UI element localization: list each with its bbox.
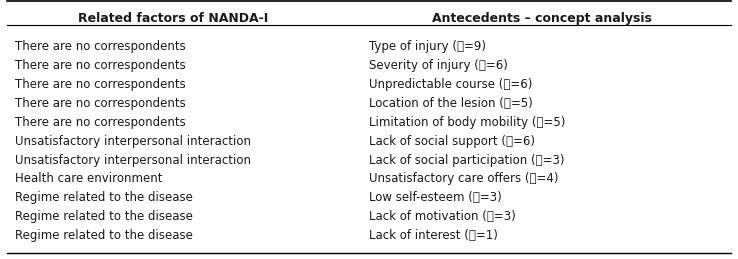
Text: Limitation of body mobility (𝑛=5): Limitation of body mobility (𝑛=5) bbox=[369, 116, 565, 129]
Text: Health care environment: Health care environment bbox=[15, 172, 162, 185]
Text: Related factors of NANDA-I: Related factors of NANDA-I bbox=[78, 12, 269, 25]
Text: There are no correspondents: There are no correspondents bbox=[15, 116, 185, 129]
Text: Unpredictable course (𝑛=6): Unpredictable course (𝑛=6) bbox=[369, 78, 532, 91]
Text: Severity of injury (𝑛=6): Severity of injury (𝑛=6) bbox=[369, 59, 508, 72]
Text: Regime related to the disease: Regime related to the disease bbox=[15, 229, 193, 242]
Text: Unsatisfactory care offers (𝑛=4): Unsatisfactory care offers (𝑛=4) bbox=[369, 172, 559, 185]
Text: Unsatisfactory interpersonal interaction: Unsatisfactory interpersonal interaction bbox=[15, 154, 251, 167]
Text: Antecedents – concept analysis: Antecedents – concept analysis bbox=[432, 12, 652, 25]
Text: There are no correspondents: There are no correspondents bbox=[15, 40, 185, 53]
Text: Lack of social support (𝑛=6): Lack of social support (𝑛=6) bbox=[369, 135, 535, 148]
Text: Regime related to the disease: Regime related to the disease bbox=[15, 191, 193, 204]
Text: Lack of interest (𝑛=1): Lack of interest (𝑛=1) bbox=[369, 229, 498, 242]
Text: Unsatisfactory interpersonal interaction: Unsatisfactory interpersonal interaction bbox=[15, 135, 251, 148]
Text: There are no correspondents: There are no correspondents bbox=[15, 78, 185, 91]
Text: There are no correspondents: There are no correspondents bbox=[15, 59, 185, 72]
Text: Type of injury (𝑛=9): Type of injury (𝑛=9) bbox=[369, 40, 486, 53]
Text: Regime related to the disease: Regime related to the disease bbox=[15, 210, 193, 223]
Text: Location of the lesion (𝑛=5): Location of the lesion (𝑛=5) bbox=[369, 97, 533, 110]
Text: Lack of social participation (𝑛=3): Lack of social participation (𝑛=3) bbox=[369, 154, 565, 167]
Text: Low self-esteem (𝑛=3): Low self-esteem (𝑛=3) bbox=[369, 191, 502, 204]
Text: Lack of motivation (𝑛=3): Lack of motivation (𝑛=3) bbox=[369, 210, 516, 223]
Text: There are no correspondents: There are no correspondents bbox=[15, 97, 185, 110]
